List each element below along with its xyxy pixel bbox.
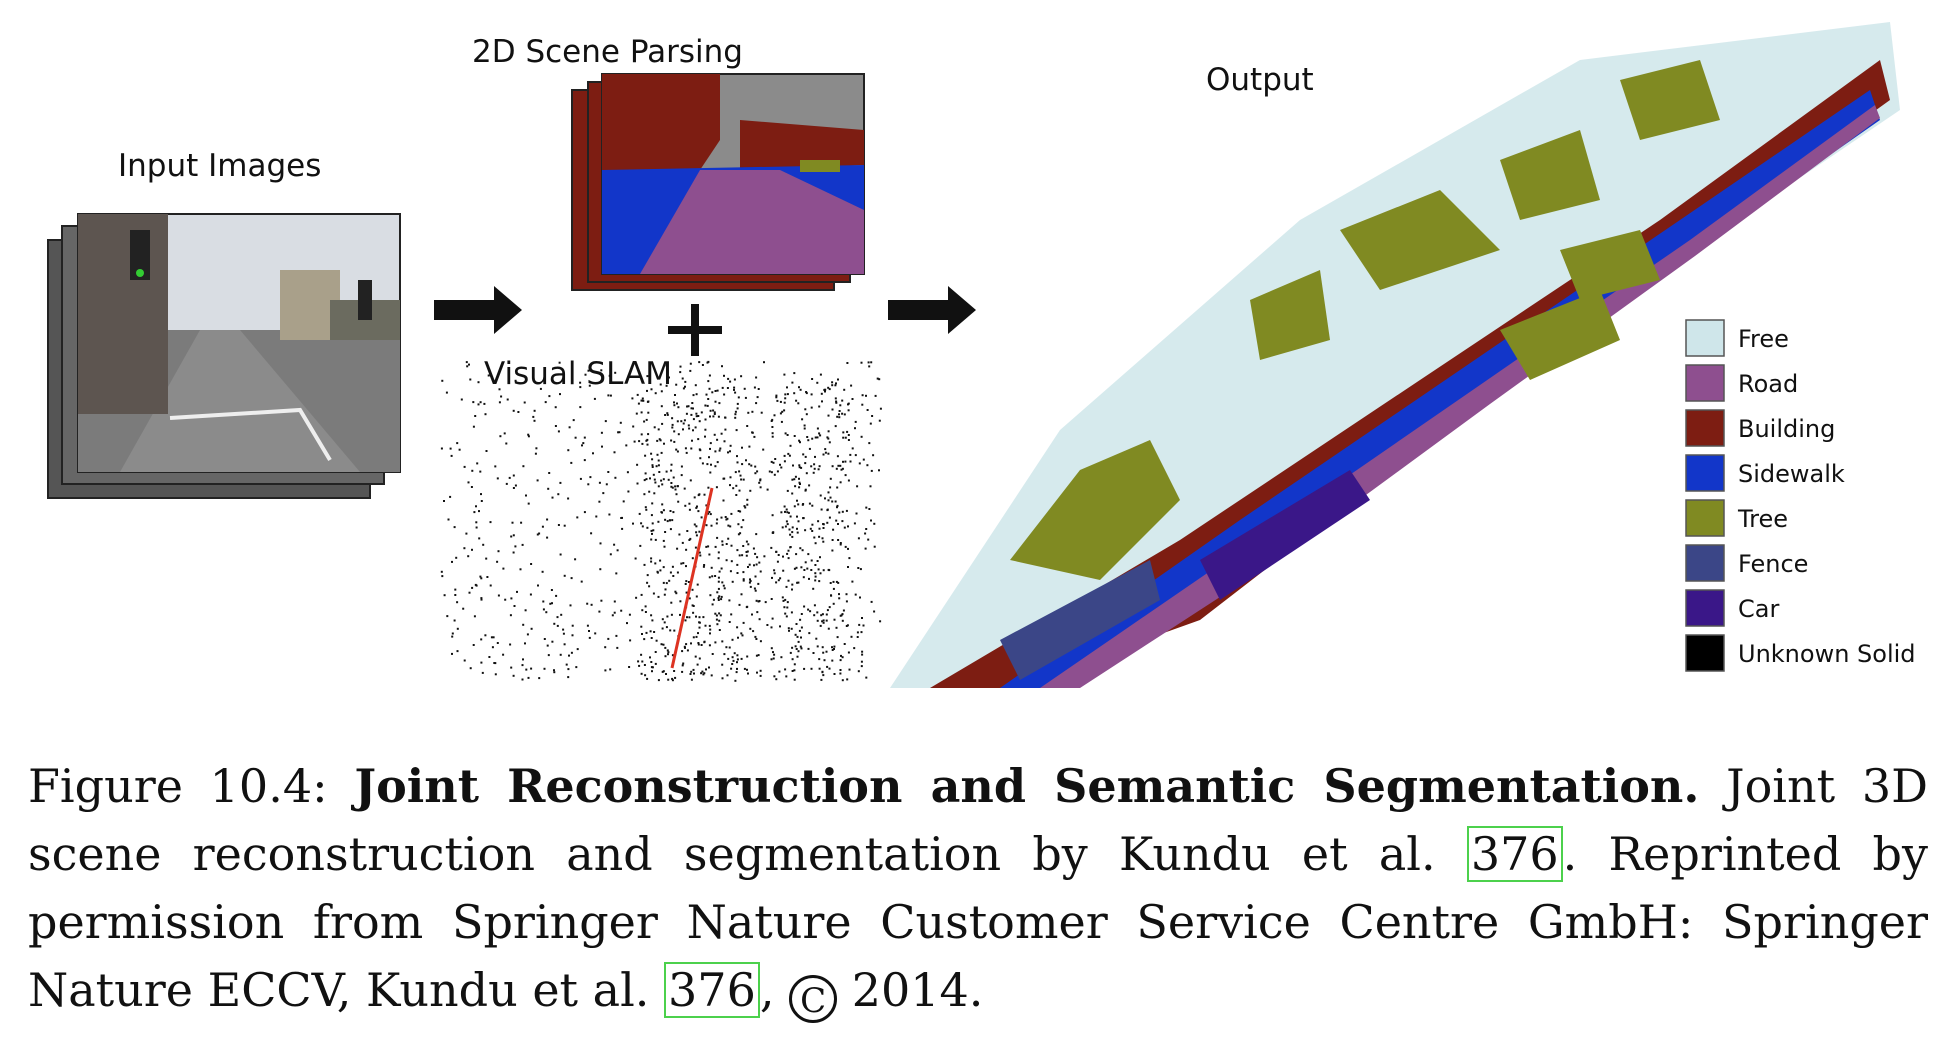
legend-swatch: [1685, 499, 1725, 537]
input-images-stack: [47, 213, 401, 499]
slam-trajectory: [670, 487, 714, 669]
legend-label: Road: [1738, 370, 1798, 398]
visual-slam-label: Visual SLAM: [484, 356, 672, 392]
arrow-icon: [434, 286, 522, 334]
legend: Free Road Building Sidewalk Tree Fence Car Unkn…: [1685, 319, 1916, 672]
slam-point-cloud: [440, 360, 882, 682]
citation-link[interactable]: 376: [664, 962, 760, 1018]
legend-label: Tree: [1737, 505, 1788, 533]
input-images-label: Input Images: [118, 148, 321, 184]
legend-swatch: [1685, 364, 1725, 402]
figure-caption: Figure 10.4: Joint Reconstruction and Se…: [28, 752, 1928, 1024]
caption-body: 2014.: [837, 963, 984, 1017]
scene-parsing-stack: [571, 73, 865, 291]
legend-swatch: [1685, 319, 1725, 357]
caption-body: . Reprinted by permission from Springer …: [28, 827, 1928, 1017]
copyright-icon: C: [789, 975, 838, 1023]
legend-swatch: [1685, 544, 1725, 582]
output-reconstruction: [890, 22, 1900, 688]
legend-label: Fence: [1738, 550, 1808, 578]
caption-title: Joint Reconstruction and Semantic Segmen…: [354, 759, 1700, 813]
caption-body: ,: [759, 963, 790, 1017]
legend-label: Unknown Solid: [1738, 640, 1916, 668]
legend-swatch: [1685, 409, 1725, 447]
output-label: Output: [1206, 62, 1314, 98]
arrow-icon: [888, 286, 976, 334]
legend-label: Sidewalk: [1738, 460, 1845, 488]
legend-swatch: [1685, 589, 1725, 627]
legend-label: Free: [1738, 325, 1789, 353]
legend-label: Building: [1738, 415, 1835, 443]
legend-label: Car: [1738, 595, 1779, 623]
legend-swatch: [1685, 634, 1725, 672]
figure-image: Input Images 2D Scene Parsing Visual SLA…: [47, 22, 1916, 688]
scene-parsing-label: 2D Scene Parsing: [472, 34, 743, 70]
legend-swatch: [1685, 454, 1725, 492]
caption-prefix: Figure 10.4:: [28, 759, 355, 813]
citation-link[interactable]: 376: [1466, 826, 1563, 882]
caption-body: Joint 3D scene reconstruction and segmen…: [28, 759, 1928, 881]
